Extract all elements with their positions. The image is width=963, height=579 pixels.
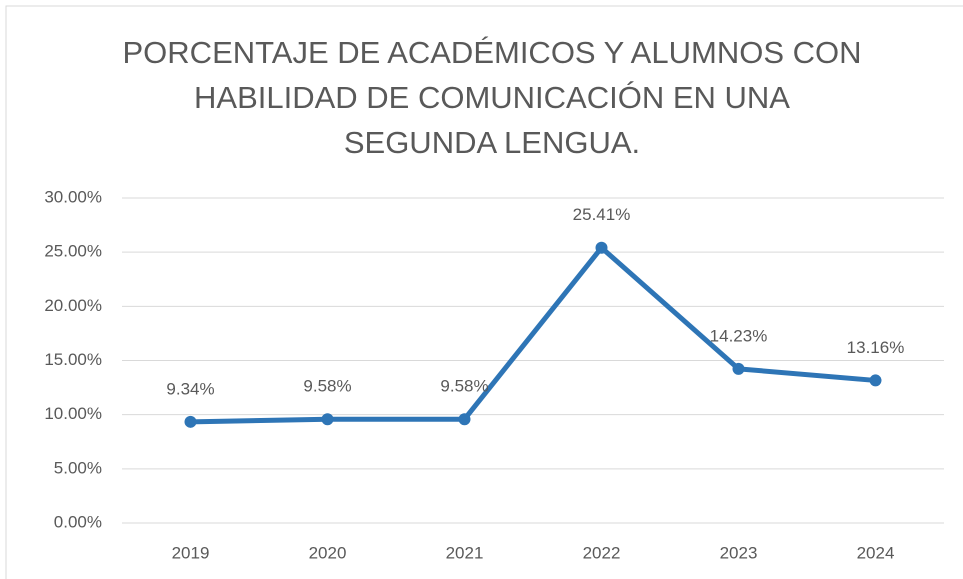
chart-title: SEGUNDA LENGUA. [344, 125, 640, 160]
y-tick-label: 20.00% [44, 296, 102, 315]
x-tick-label: 2019 [172, 543, 210, 562]
x-tick-label: 2021 [446, 543, 484, 562]
data-label: 9.34% [166, 379, 214, 398]
data-line [190, 245, 876, 425]
data-label: 13.16% [847, 338, 905, 357]
data-label: 14.23% [710, 326, 768, 345]
data-point [595, 241, 608, 254]
x-tick-label: 2020 [309, 543, 347, 562]
x-tick-label: 2022 [583, 543, 621, 562]
y-tick-label: 15.00% [44, 350, 102, 369]
data-label: 25.41% [573, 205, 631, 224]
data-point [869, 374, 882, 387]
y-tick-label: 25.00% [44, 242, 102, 261]
y-tick-label: 5.00% [54, 458, 102, 477]
data-point [458, 413, 471, 426]
chart-title: PORCENTAJE DE ACADÉMICOS Y ALUMNOS CON [123, 35, 862, 70]
data-point [321, 413, 334, 426]
y-tick-label: 30.00% [44, 187, 102, 206]
y-tick-label: 0.00% [54, 512, 102, 531]
y-tick-label: 10.00% [44, 404, 102, 423]
chart-title: HABILIDAD DE COMUNICACIÓN EN UNA [194, 80, 790, 115]
chart-frame [5, 5, 963, 579]
data-point [732, 362, 745, 375]
x-tick-label: 2024 [857, 543, 895, 562]
data-point [184, 415, 197, 428]
x-tick-label: 2023 [720, 543, 758, 562]
data-label: 9.58% [440, 377, 488, 396]
data-label: 9.58% [303, 377, 351, 396]
